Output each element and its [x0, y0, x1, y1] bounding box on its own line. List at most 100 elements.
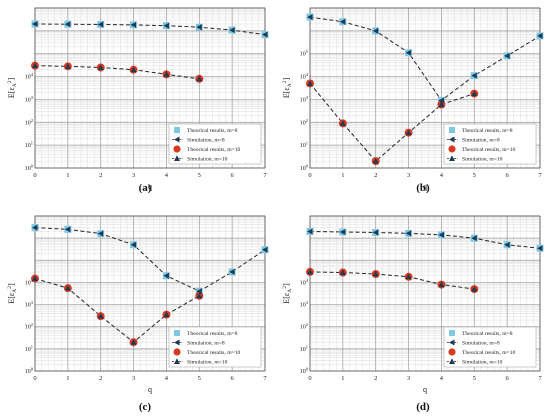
data-point: [64, 226, 71, 233]
x-tick-label: 5: [473, 172, 476, 179]
x-tick-label: 4: [440, 172, 444, 179]
data-point: [438, 101, 445, 107]
data-point: [307, 228, 313, 235]
x-tick-label: 7: [263, 172, 267, 179]
plot-frame: [309, 7, 541, 169]
x-tick-label: 3: [407, 375, 410, 382]
x-axis-label: q: [148, 182, 152, 191]
panel-label: (c): [139, 401, 152, 413]
y-tick-label: 102: [25, 118, 33, 127]
series-line: [309, 230, 541, 249]
data-point: [307, 14, 313, 21]
legend-label: Simulation, m=10: [187, 360, 228, 366]
data-point: [97, 64, 104, 70]
x-tick-label: 6: [506, 172, 510, 179]
panel-label: (b): [416, 182, 430, 194]
x-tick-label: 5: [198, 375, 201, 382]
data-point: [130, 241, 137, 248]
series-line: [309, 271, 475, 290]
y-tick-label: 103: [25, 300, 34, 309]
x-tick-label: 7: [263, 375, 267, 382]
data-point: [196, 288, 202, 295]
data-point: [405, 49, 412, 56]
legend-box: [443, 123, 537, 165]
y-tick-label: 103: [300, 300, 309, 309]
data-point: [438, 281, 445, 288]
x-tick-label: 1: [341, 172, 344, 179]
y-tick-label: 105: [300, 49, 309, 58]
y-axis-label: E[εA2]: [7, 283, 18, 304]
x-tick-label: 0: [33, 375, 36, 382]
legend-marker: [448, 348, 456, 356]
data-point: [229, 268, 235, 275]
x-tick-label: 3: [132, 172, 135, 179]
plot-frame: [34, 7, 266, 169]
y-tick-label: 100: [25, 164, 34, 173]
data-point: [372, 157, 379, 164]
y-tick-label: 104: [25, 72, 34, 81]
x-tick-label: 3: [407, 172, 410, 179]
x-tick-label: 2: [374, 375, 377, 382]
plot-frame: [309, 215, 541, 372]
x-tick-label: 2: [99, 172, 102, 179]
legend-label: Theorical results, m=10: [462, 147, 516, 153]
x-tick-label: 4: [165, 172, 169, 179]
data-point: [471, 90, 478, 97]
x-tick-label: 4: [165, 375, 169, 382]
x-tick-label: 6: [231, 375, 235, 382]
x-tick-label: 0: [308, 375, 311, 382]
data-point: [196, 24, 202, 31]
legend-label: Theorical results, m=8: [187, 128, 238, 134]
legend-marker: [449, 127, 455, 133]
y-tick-label: 100: [300, 367, 309, 376]
data-point: [339, 228, 346, 235]
data-point: [163, 71, 170, 77]
data-point: [32, 62, 38, 69]
data-point: [537, 245, 543, 252]
data-point: [32, 20, 38, 27]
x-tick-label: 2: [374, 172, 377, 179]
y-tick-label: 100: [25, 367, 34, 376]
x-tick-label: 0: [33, 172, 36, 179]
y-tick-label: 104: [300, 72, 309, 81]
data-point: [64, 63, 71, 69]
legend-label: Simulation, m=8: [187, 138, 225, 144]
data-point: [196, 292, 203, 299]
data-point: [130, 66, 137, 73]
y-tick-label: 103: [300, 95, 309, 104]
data-point: [537, 32, 543, 39]
chart-panel: 0 1 2 3 4 5 6 7 100 101 102 103 104 105 q E[εA2] Theoric…: [282, 7, 544, 194]
legend-box: [168, 123, 262, 165]
legend-marker: [449, 339, 455, 346]
x-tick-label: 1: [66, 375, 69, 382]
legend-marker: [174, 339, 180, 346]
legend-label: Theorical results, m=10: [187, 350, 241, 356]
x-tick-label: 6: [506, 375, 510, 382]
data-point: [163, 311, 170, 318]
data-point: [504, 241, 510, 248]
data-point: [64, 21, 71, 28]
y-axis-label: E[εA2]: [282, 78, 293, 99]
legend-marker: [449, 155, 455, 161]
data-point: [32, 275, 38, 282]
plot-frame: [34, 215, 266, 372]
data-point: [32, 224, 38, 231]
legend-marker: [449, 358, 455, 364]
data-point: [97, 312, 104, 319]
x-tick-label: 2: [99, 375, 102, 382]
data-point: [372, 27, 379, 34]
x-axis-label: q: [423, 385, 427, 394]
legend-label: Simulation, m=8: [462, 138, 500, 144]
legend-marker: [174, 136, 180, 143]
series-line: [34, 65, 200, 80]
data-point: [97, 230, 104, 237]
data-point: [438, 231, 444, 238]
y-tick-label: 101: [300, 141, 308, 150]
panel-label: (d): [416, 401, 430, 413]
legend-label: Simulation, m=10: [462, 360, 503, 366]
data-point: [339, 269, 346, 276]
x-axis-label: q: [423, 182, 427, 191]
data-point: [405, 129, 412, 136]
legend-marker: [174, 155, 180, 161]
chart-panel: 0 1 2 3 4 5 6 7 100 101 102 103 104 q E[εA2] Theorical …: [7, 7, 269, 194]
